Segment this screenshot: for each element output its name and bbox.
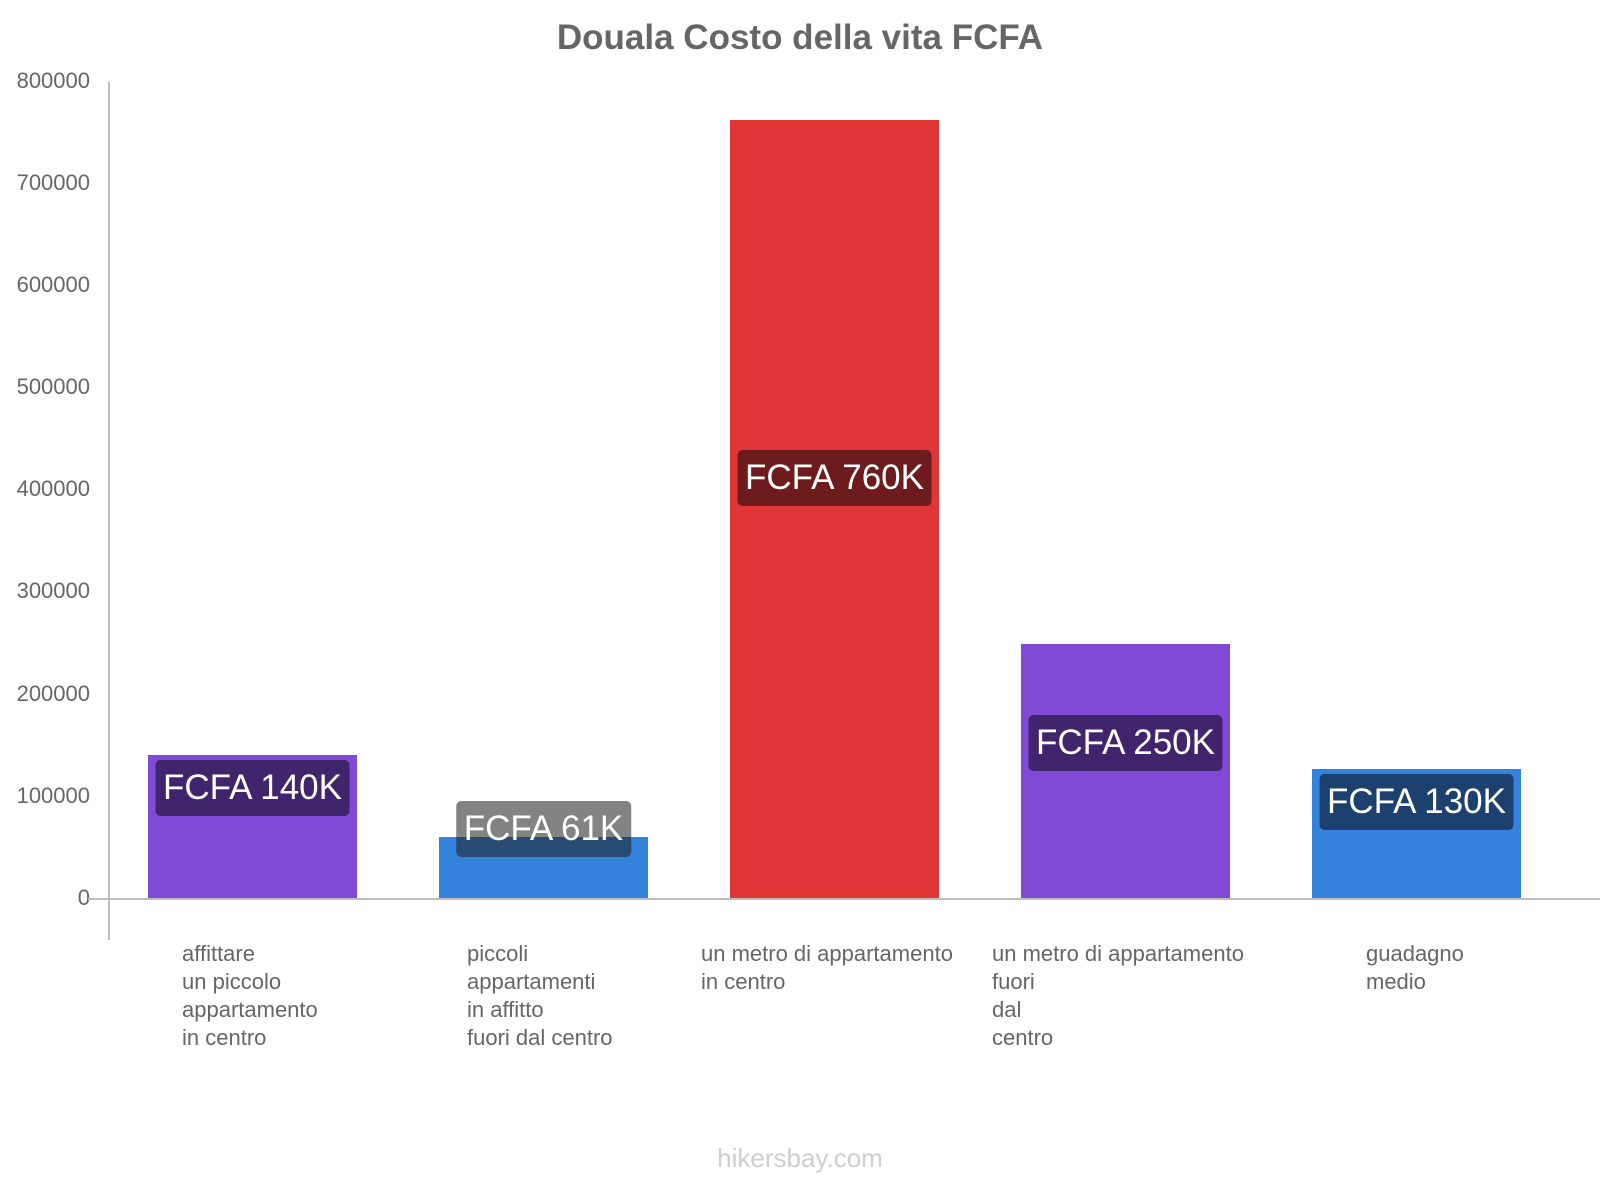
y-tick-label: 300000 <box>16 578 90 603</box>
y-tick-label: 400000 <box>16 476 90 501</box>
x-tick-label: guadagno medio <box>1366 941 1464 994</box>
bar-value-label: FCFA 61K <box>455 800 632 857</box>
bar <box>730 119 939 899</box>
bar-value-label: FCFA 760K <box>737 450 932 507</box>
y-tick-label: 800000 <box>16 68 90 93</box>
y-tick-label: 500000 <box>16 374 90 399</box>
bar <box>1021 643 1230 899</box>
x-tick-label: un metro di appartamento in centro <box>701 941 953 994</box>
bar-value-label: FCFA 140K <box>155 760 350 816</box>
x-axis-line <box>88 898 1600 900</box>
watermark: hikersbay.com <box>717 1143 883 1173</box>
y-tick-label: 100000 <box>16 783 90 808</box>
bar-value-label: FCFA 250K <box>1028 715 1223 772</box>
bar-value-label: FCFA 130K <box>1319 774 1514 831</box>
y-tick-label: 0 <box>77 885 90 910</box>
chart-title: Douala Costo della vita FCFA <box>556 18 1044 57</box>
x-tick-label: un metro di appartamento fuori dal centr… <box>992 941 1244 1050</box>
y-tick-label: 700000 <box>16 170 90 195</box>
y-tick-label: 200000 <box>16 681 90 706</box>
x-tick-label: affittare un piccolo appartamento in cen… <box>182 941 318 1050</box>
x-tick-label: piccoli appartamenti in affitto fuori da… <box>467 941 613 1050</box>
y-axis-line <box>108 82 110 940</box>
y-tick-label: 600000 <box>16 272 90 297</box>
